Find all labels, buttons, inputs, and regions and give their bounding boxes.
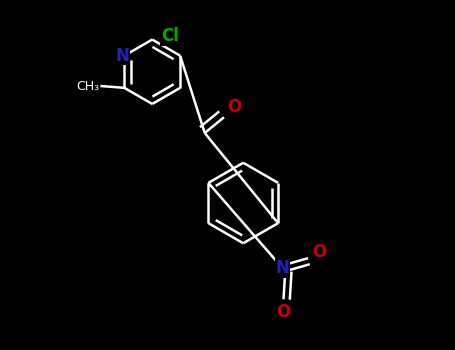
Text: N: N [116,47,130,65]
Text: CH₃: CH₃ [77,79,100,93]
Text: O: O [313,244,327,261]
Text: Cl: Cl [161,27,179,45]
Text: O: O [227,98,241,116]
Text: O: O [276,303,291,321]
Text: N: N [276,259,289,277]
